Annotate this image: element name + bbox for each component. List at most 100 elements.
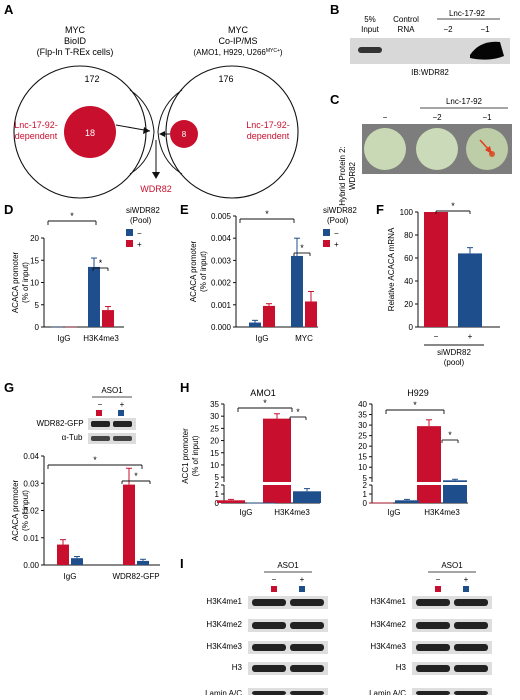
i-band xyxy=(252,599,286,606)
i-swatch-minus xyxy=(435,586,441,592)
chart-d: 0 5 10 15 20 ACACA promoter (% of input) IgG H3K… xyxy=(11,211,124,343)
left-set-title-3: (Flp-In T-REx cells) xyxy=(37,47,114,57)
i-band xyxy=(252,644,286,651)
right-dependent-count: 8 xyxy=(182,130,187,139)
bar-lower xyxy=(443,485,467,503)
x-tick-label: − xyxy=(434,332,439,341)
right-dependent-label-2: dependent xyxy=(247,131,290,141)
left-dependent-label-1: Lnc-17-92- xyxy=(14,120,58,130)
y-tick-label: 0 xyxy=(363,499,368,508)
i-band xyxy=(454,665,488,672)
y-axis-label: (% of input) xyxy=(21,262,30,303)
y-tick-label: 0.00 xyxy=(23,561,39,570)
y-tick-label: 20 xyxy=(30,234,39,243)
significance-star: * xyxy=(93,455,97,465)
legend-e-title-1: siWDR82 xyxy=(323,206,357,215)
y-tick-label: 0 xyxy=(215,499,220,508)
y-tick-label: 100 xyxy=(400,208,414,217)
left-dependent-label-2: dependent xyxy=(15,131,58,141)
g-blot-row2 xyxy=(88,433,136,444)
i-row-label: H3K4me2 xyxy=(370,620,406,629)
y-tick-label: 20 xyxy=(404,300,413,309)
legend-d-swatch-plus xyxy=(126,240,133,247)
lnc-group-label: Lnc-17-92 xyxy=(449,9,486,18)
bar xyxy=(458,253,482,327)
legend-d-title-2: (Pool) xyxy=(130,216,152,225)
legend-d-plus: + xyxy=(137,240,142,249)
legend-e-minus: − xyxy=(334,229,339,238)
bar xyxy=(71,558,83,565)
intersection-label: WDR82 xyxy=(140,184,172,194)
c-col2: −2 xyxy=(432,113,442,122)
c-colony-2 xyxy=(416,128,458,170)
bar xyxy=(291,255,303,327)
bar xyxy=(51,326,63,328)
y-tick-label: 40 xyxy=(358,400,367,409)
y-tick-label: 35 xyxy=(210,400,219,409)
significance-star: * xyxy=(70,211,74,221)
bar xyxy=(57,544,69,565)
y-tick-label: 0.002 xyxy=(211,279,232,288)
i-band xyxy=(290,622,324,629)
y-tick-label: 80 xyxy=(404,231,413,240)
y-tick-label: 30 xyxy=(358,421,367,430)
y-tick-label: 15 xyxy=(210,449,219,458)
y-tick-label: 10 xyxy=(30,279,39,288)
arrowhead-right xyxy=(159,131,165,137)
i-plus: + xyxy=(464,575,469,584)
bar xyxy=(247,502,275,504)
overlap-arc-right xyxy=(157,89,183,175)
i-band xyxy=(416,665,450,672)
i-band xyxy=(454,644,488,651)
i-band xyxy=(290,665,324,672)
y-tick-label: 60 xyxy=(404,254,413,263)
significance-star: * xyxy=(448,430,452,440)
chart-f: 0 20 40 60 80 100 Relative ACACA mRNA − + siWDR82… xyxy=(387,201,500,367)
i-swatch-plus xyxy=(299,586,305,592)
i-row-label: H3 xyxy=(232,663,243,672)
right-set-title-2: Co-IP/MS xyxy=(218,36,257,46)
panel-label-a: A xyxy=(4,2,14,17)
i-row-label: H3K4me3 xyxy=(370,642,406,651)
y-tick-label: 15 xyxy=(358,453,367,462)
i-band xyxy=(290,599,324,606)
y-axis-label: Relative ACACA mRNA xyxy=(387,227,396,311)
i-swatch-plus xyxy=(463,586,469,592)
i-row-label: H3K4me1 xyxy=(370,597,406,606)
y-tick-label: 1 xyxy=(215,490,220,499)
left-dependent-count: 18 xyxy=(85,128,95,138)
bar xyxy=(263,305,275,327)
c-col1: − xyxy=(383,113,388,122)
overlap-arc-left xyxy=(129,89,155,175)
i-aso-title: ASO1 xyxy=(277,561,299,570)
y-tick-label: 5 xyxy=(215,473,220,482)
x-tick-label: H3K4me3 xyxy=(424,508,460,517)
panel-c: Hybrid Protein 2: WDR82 Lnc-17-92 − −2 −… xyxy=(338,97,512,206)
x-axis-label-2: (pool) xyxy=(444,358,465,367)
i-band xyxy=(454,622,488,629)
i-minus: − xyxy=(272,575,277,584)
significance-star: * xyxy=(300,243,304,253)
right-set-count: 176 xyxy=(218,74,233,84)
right-dependent-circle xyxy=(170,120,198,148)
bar xyxy=(305,301,317,327)
lane1-label-2: Input xyxy=(361,25,380,34)
c-group-label: Lnc-17-92 xyxy=(446,97,483,106)
i-band xyxy=(290,644,324,651)
y-tick-label: 10 xyxy=(210,461,219,470)
i-minus: − xyxy=(436,575,441,584)
panel-label-f: F xyxy=(376,202,384,217)
i-aso-title: ASO1 xyxy=(441,561,463,570)
i-row-label: H3K4me3 xyxy=(206,642,242,651)
y-tick-label: 20 xyxy=(358,442,367,451)
arrowhead-left xyxy=(143,127,150,134)
y-tick-label: 0.004 xyxy=(211,234,232,243)
lane4-label: −1 xyxy=(480,25,490,34)
y-axis-label: (% of input) xyxy=(199,251,208,292)
x-tick-label: H3K4me3 xyxy=(274,508,310,517)
panel-label-d: D xyxy=(4,202,13,217)
panel-label-g: G xyxy=(4,380,14,395)
i-swatch-minus xyxy=(271,586,277,592)
x-tick-label: + xyxy=(468,332,473,341)
g-row2-label: α-Tub xyxy=(62,433,83,442)
